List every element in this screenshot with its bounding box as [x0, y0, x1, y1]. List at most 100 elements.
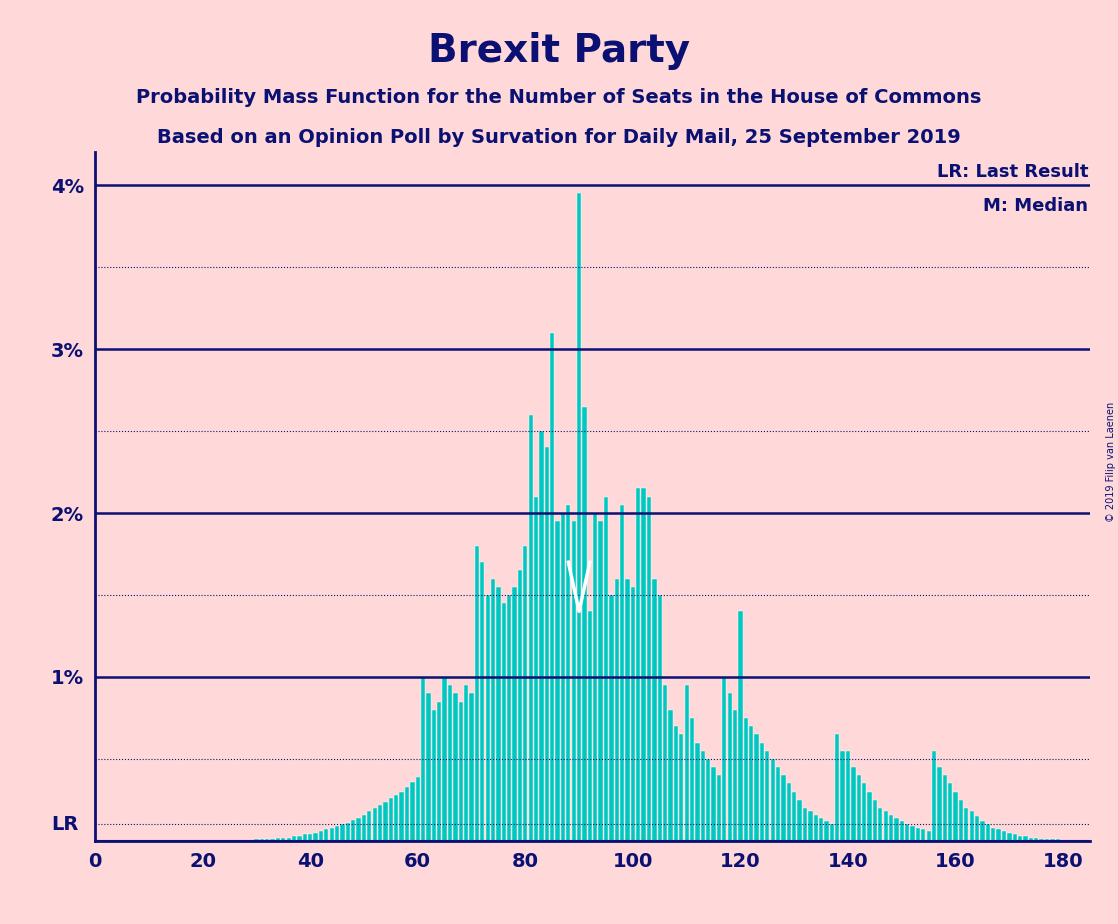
Bar	[362, 815, 366, 841]
Bar	[684, 685, 689, 841]
Bar	[906, 824, 909, 841]
Bar	[254, 839, 258, 841]
Bar	[835, 735, 840, 841]
Bar	[770, 759, 775, 841]
Bar	[663, 685, 667, 841]
Bar	[722, 677, 727, 841]
Bar	[389, 798, 394, 841]
Bar	[738, 612, 742, 841]
Bar	[437, 701, 442, 841]
Text: Brexit Party: Brexit Party	[428, 32, 690, 70]
Text: © 2019 Filip van Laenen: © 2019 Filip van Laenen	[1106, 402, 1116, 522]
Bar	[426, 693, 430, 841]
Bar	[787, 784, 792, 841]
Bar	[647, 497, 651, 841]
Bar	[421, 677, 425, 841]
Bar	[502, 603, 506, 841]
Bar	[657, 595, 662, 841]
Bar	[986, 824, 991, 841]
Bar	[948, 784, 953, 841]
Bar	[674, 726, 678, 841]
Bar	[803, 808, 807, 841]
Bar	[259, 839, 264, 841]
Bar	[394, 795, 398, 841]
Bar	[728, 693, 732, 841]
Bar	[868, 792, 872, 841]
Bar	[954, 792, 958, 841]
Bar	[470, 693, 474, 841]
Bar	[399, 792, 404, 841]
Bar	[458, 701, 463, 841]
Text: LR: Last Result: LR: Last Result	[937, 163, 1088, 181]
Bar	[598, 521, 603, 841]
Bar	[1002, 831, 1006, 841]
Bar	[410, 782, 415, 841]
Bar	[808, 811, 813, 841]
Bar	[1023, 836, 1027, 841]
Bar	[975, 816, 979, 841]
Bar	[916, 828, 920, 841]
Bar	[464, 685, 468, 841]
Text: Probability Mass Function for the Number of Seats in the House of Commons: Probability Mass Function for the Number…	[136, 88, 982, 107]
Bar	[303, 834, 307, 841]
Bar	[1045, 839, 1049, 841]
Bar	[351, 820, 356, 841]
Bar	[652, 578, 656, 841]
Bar	[405, 786, 409, 841]
Bar	[357, 818, 361, 841]
Bar	[1050, 839, 1054, 841]
Bar	[980, 821, 985, 841]
Bar	[711, 767, 716, 841]
Text: Based on an Opinion Poll by Survation for Daily Mail, 25 September 2019: Based on an Opinion Poll by Survation fo…	[158, 128, 960, 147]
Bar	[755, 735, 759, 841]
Bar	[749, 726, 754, 841]
Bar	[539, 432, 543, 841]
Bar	[453, 693, 457, 841]
Bar	[335, 826, 339, 841]
Bar	[851, 767, 855, 841]
Bar	[942, 775, 947, 841]
Bar	[309, 834, 312, 841]
Bar	[701, 750, 705, 841]
Bar	[1029, 837, 1033, 841]
Text: M: Median: M: Median	[983, 197, 1088, 215]
Bar	[846, 750, 850, 841]
Bar	[378, 805, 382, 841]
Bar	[620, 505, 624, 841]
Bar	[625, 578, 629, 841]
Bar	[550, 333, 555, 841]
Bar	[496, 587, 501, 841]
Bar	[717, 775, 721, 841]
Bar	[819, 818, 823, 841]
Bar	[523, 546, 528, 841]
Bar	[604, 497, 608, 841]
Bar	[534, 497, 538, 841]
Bar	[642, 489, 646, 841]
Bar	[319, 831, 323, 841]
Bar	[1013, 834, 1017, 841]
Bar	[900, 821, 904, 841]
Bar	[512, 587, 517, 841]
Bar	[1007, 833, 1012, 841]
Bar	[324, 830, 329, 841]
Bar	[964, 808, 968, 841]
Bar	[292, 836, 296, 841]
Bar	[889, 815, 893, 841]
Bar	[873, 800, 877, 841]
Bar	[367, 811, 371, 841]
Bar	[894, 818, 899, 841]
Bar	[615, 578, 619, 841]
Bar	[631, 587, 635, 841]
Bar	[276, 837, 280, 841]
Bar	[491, 578, 495, 841]
Bar	[609, 595, 614, 841]
Bar	[416, 777, 420, 841]
Bar	[566, 505, 570, 841]
Bar	[383, 801, 388, 841]
Bar	[480, 562, 484, 841]
Bar	[765, 750, 769, 841]
Bar	[797, 800, 802, 841]
Bar	[679, 735, 683, 841]
Bar	[577, 193, 581, 841]
Bar	[593, 513, 597, 841]
